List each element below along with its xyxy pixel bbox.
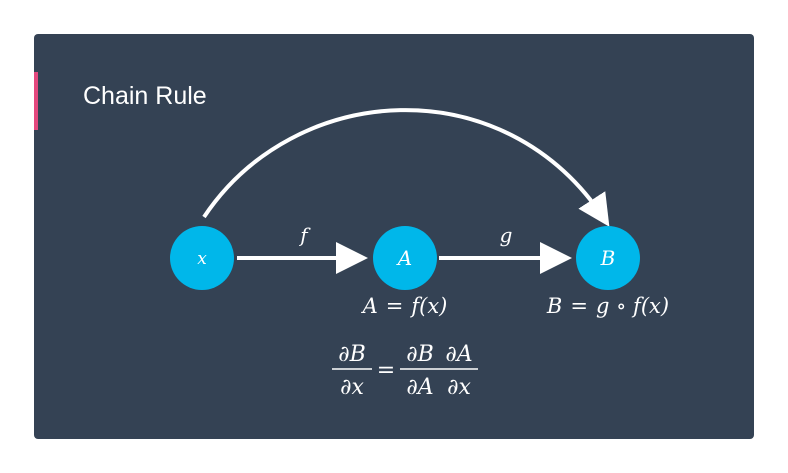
chain-rule-diagram: f g x A B A = f(x) B = g ∘ f(x) ∂B ∂x = ∂B ∂… [170, 108, 669, 400]
equals-sign: = [377, 358, 395, 383]
equation-a-definition: A = f(x) [361, 294, 448, 318]
accent-bar [34, 72, 38, 130]
lhs-denominator: ∂x [340, 375, 364, 400]
rhs1-denominator: ∂A [406, 375, 433, 400]
equation-b-definition: B = g ∘ f(x) [546, 294, 669, 318]
edge-x-to-b [202, 108, 610, 227]
chain-rule-formula: ∂B ∂x = ∂B ∂A ∂A ∂x [332, 342, 478, 400]
slide: Chain Rule f g x A B A = f(x) B = g ∘ f(x) ∂… [34, 34, 754, 439]
node-x-label: x [197, 249, 207, 269]
node-x [170, 226, 234, 290]
node-b-label: B [600, 246, 616, 270]
lhs-numerator: ∂B [338, 342, 366, 367]
rhs2-numerator: ∂A [445, 342, 472, 367]
rhs2-denominator: ∂x [447, 375, 471, 400]
rhs1-numerator: ∂B [406, 342, 434, 367]
edge-label-f: f [298, 223, 311, 247]
node-a-label: A [396, 246, 412, 270]
node-b [576, 226, 640, 290]
node-a [373, 226, 437, 290]
edge-label-g: g [500, 223, 513, 247]
slide-title: Chain Rule [83, 82, 207, 110]
